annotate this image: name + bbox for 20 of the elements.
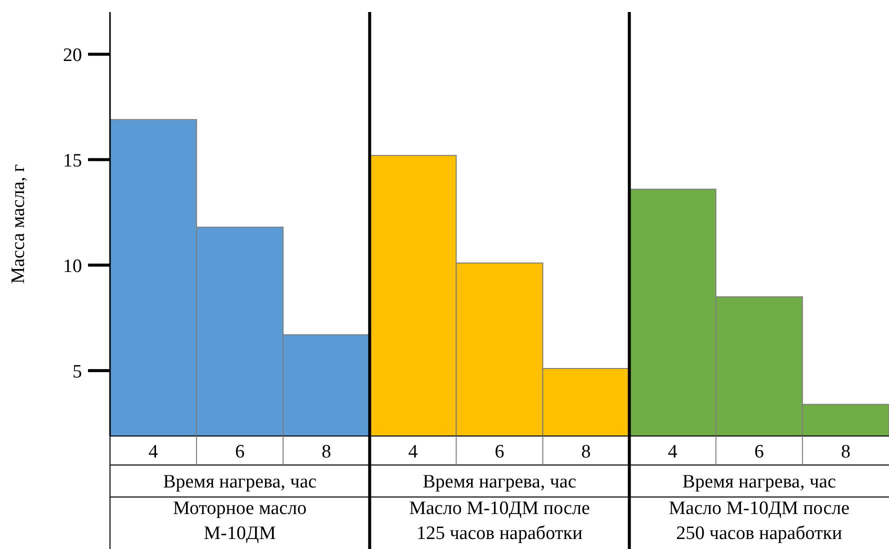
y-tick-label: 15 — [63, 150, 82, 172]
y-axis-title: Масса масла, г — [8, 164, 29, 284]
x-tick-label: 8 — [581, 442, 591, 463]
text: Моторное масло М-10ДМ — [173, 498, 307, 544]
x-tick-label: 8 — [840, 442, 850, 463]
x-tick-label: 4 — [408, 442, 418, 463]
x-tick-label: 6 — [235, 442, 245, 463]
text: Время нагрева, час — [422, 472, 576, 493]
y-tick-label: 5 — [72, 361, 82, 382]
x-tick-label: 4 — [148, 442, 159, 463]
x-tick-label: 8 — [322, 442, 332, 463]
text: Масло М-10ДМ после 125 часов наработки — [409, 498, 590, 544]
text: Масло М-10ДМ после 250 часов наработки — [668, 498, 850, 544]
y-tick-label: 10 — [63, 256, 82, 277]
x-tick-label: 4 — [668, 442, 678, 463]
text: Время нагрева, час — [682, 472, 836, 493]
x-tick-label: 6 — [494, 442, 504, 463]
x-tick-label: 6 — [754, 442, 764, 463]
y-tick-label: 20 — [63, 44, 82, 66]
text: Время нагрева, час — [163, 472, 317, 493]
